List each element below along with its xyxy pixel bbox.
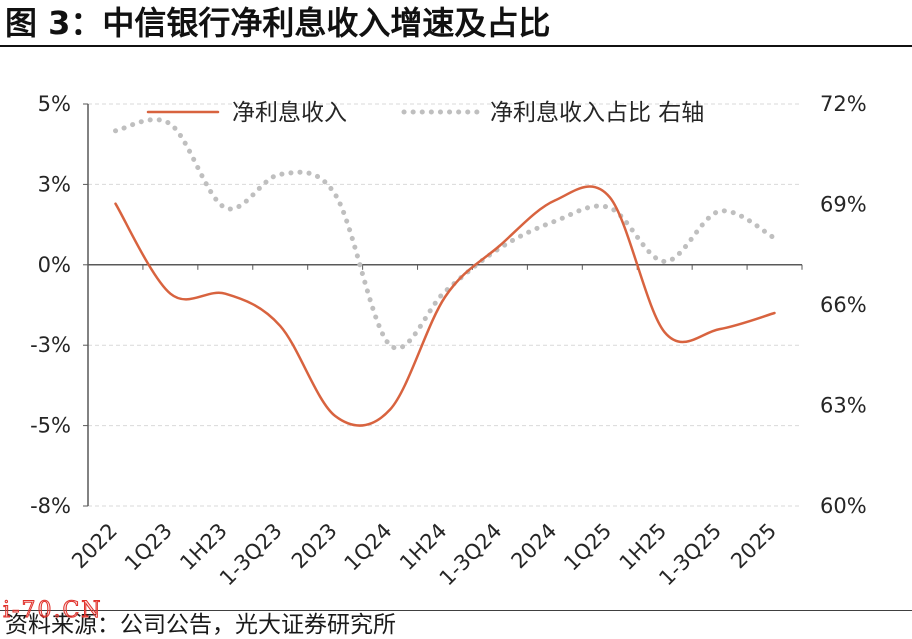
y-left-tick-label: 0% (38, 253, 71, 277)
figure-title: 图 3：中信银行净利息收入增速及占比 (5, 4, 551, 42)
legend-item-share: 净利息收入占比 右轴 (401, 100, 704, 126)
x-tick-label: 1Q23 (120, 519, 177, 576)
y-left-tick-label: 5% (38, 92, 71, 116)
y-right-tick-labels: 72% 69% 66% 63% 60% (820, 92, 867, 518)
legend: 净利息收入 净利息收入占比 右轴 (146, 100, 704, 126)
net-interest-income-share-line (113, 117, 777, 351)
legend-label-growth: 净利息收入 (232, 100, 347, 126)
y-left-tick-label: -8% (30, 494, 71, 518)
gridlines (88, 103, 802, 507)
y-right-tick-label: 63% (820, 394, 867, 418)
y-right-tick-label: 69% (820, 193, 867, 217)
net-interest-income-growth-line (114, 185, 776, 427)
x-tick-label: 2024 (507, 519, 562, 574)
y-right-tick-label: 72% (820, 92, 867, 116)
x-tick-label: 2022 (67, 519, 122, 574)
legend-item-growth: 净利息收入 (146, 100, 347, 126)
y-right-tick-label: 66% (820, 293, 867, 317)
x-tick-label: 1-3Q23 (215, 519, 287, 591)
x-tick-label: 1-3Q24 (435, 519, 507, 591)
y-left-tick-label: 3% (38, 172, 71, 196)
source-note: 资料来源：公司公告，光大证券研究所 (5, 612, 396, 638)
y-left-tick-label: -3% (30, 333, 71, 357)
y-left-tick-label: -5% (30, 414, 71, 438)
axes (83, 103, 803, 507)
footer-divider (0, 610, 912, 611)
x-tick-label: 1Q24 (340, 519, 397, 576)
x-tick-label: 2025 (726, 519, 781, 574)
x-tick-label: 1-3Q25 (654, 519, 726, 591)
y-right-tick-label: 60% (820, 494, 867, 518)
series-lines (113, 117, 777, 427)
legend-label-share: 净利息收入占比 右轴 (490, 100, 704, 126)
x-tick-label: 1Q25 (559, 519, 616, 576)
y-left-tick-labels: 5% 3% 0% -3% -5% -8% (30, 92, 71, 518)
x-tick-label: 2023 (287, 519, 342, 574)
watermark: i-70.CN (3, 598, 103, 623)
title-divider (0, 45, 912, 47)
